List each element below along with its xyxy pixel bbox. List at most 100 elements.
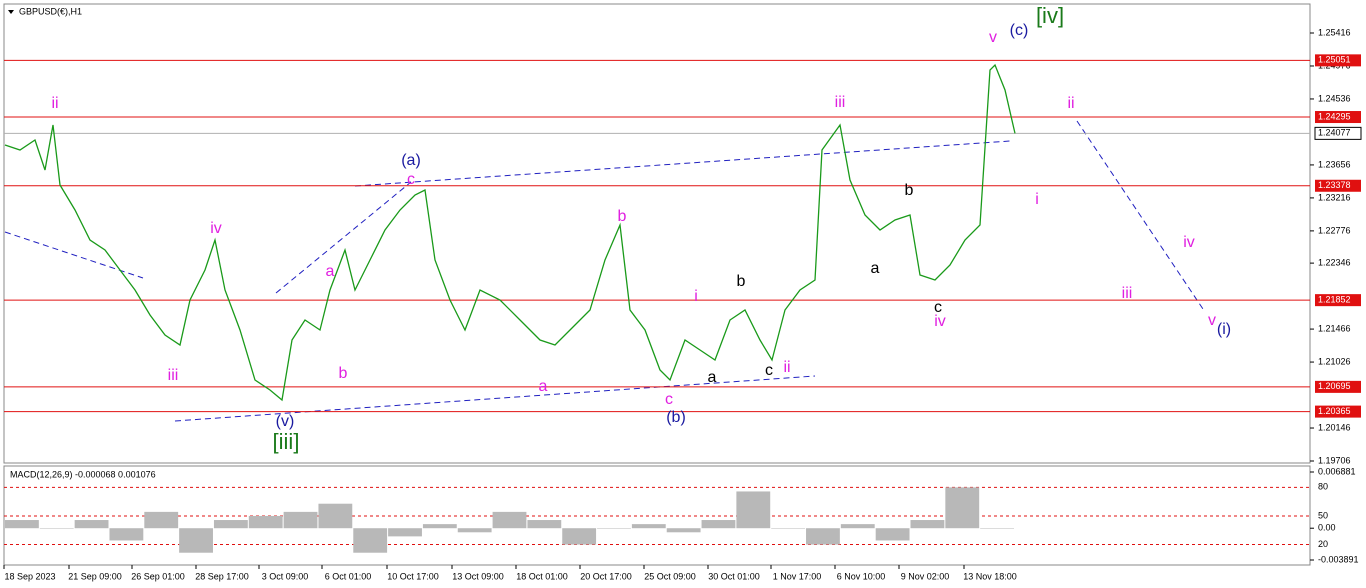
level-label: 1.21852 [1318,295,1351,305]
wave-label: [iii] [273,429,300,454]
macd-bar [109,528,144,541]
wave-label: b [618,208,627,225]
level-tag [1315,179,1361,192]
trend-line [275,181,412,294]
macd-bar [248,515,283,529]
wave-label: i [1035,191,1039,208]
macd-bar [875,528,910,541]
macd-tick-label: 0.006881 [1318,466,1356,476]
x-tick-label: 13 Nov 18:00 [963,571,1017,581]
level-label: 1.20365 [1318,406,1351,416]
macd-bar [910,520,945,529]
wave-label: iv [934,313,946,330]
wave-label: (b) [666,409,686,426]
x-tick-label: 9 Nov 02:00 [901,571,950,581]
y-tick-label: 1.23216 [1318,192,1351,202]
price-line [4,63,1016,402]
wave-label: a [539,378,548,395]
wave-label: a [871,260,880,277]
x-tick-label: 26 Sep 01:00 [131,571,185,581]
y-tick-label: 1.21026 [1318,356,1351,366]
macd-bar [562,528,597,545]
level-label: 1.20695 [1318,381,1351,391]
main-frame [3,3,1311,464]
level-label: 1.23378 [1318,180,1351,190]
level-tag [1315,405,1361,418]
x-tick-label: 20 Oct 17:00 [580,571,632,581]
wave-label: iii [1122,285,1133,302]
macd-bar [631,524,666,529]
macd-bar [39,528,74,529]
x-tick-label: 6 Nov 10:00 [837,571,886,581]
macd-bar [840,524,875,529]
wave-label: i [694,288,698,305]
wave-label: c [665,391,673,408]
wave-label: iv [1183,234,1195,251]
x-tick-label: 21 Sep 09:00 [68,571,122,581]
macd-bar [353,528,388,553]
x-tick-label: 1 Nov 17:00 [773,571,822,581]
x-tick-label: 6 Oct 01:00 [325,571,372,581]
wave-label: b [737,273,746,290]
x-tick-label: 10 Oct 17:00 [387,571,439,581]
y-tick-label: 1.25416 [1318,27,1351,37]
macd-bar [457,528,492,533]
level-tag [1315,380,1361,393]
macd-bar [283,511,318,529]
x-tick-label: 28 Sep 17:00 [195,571,249,581]
wave-label: iv [210,220,222,237]
x-tick-label: 13 Oct 09:00 [452,571,504,581]
macd-tick-label: 0.00 [1318,523,1336,533]
wave-label: (v) [276,413,295,430]
y-tick-label: 1.20146 [1318,422,1351,432]
macd-tick-label: 80 [1318,482,1328,492]
wave-label: v [989,29,997,46]
macd-bar [597,528,631,529]
x-tick-label: 18 Oct 01:00 [516,571,568,581]
wave-label: a [326,263,335,280]
wave-label: b [905,182,914,199]
wave-label: (a) [401,152,421,169]
wave-label: b [339,365,348,382]
wave-label: (c) [1010,22,1029,39]
x-tick-label: 25 Oct 09:00 [644,571,696,581]
menu-arrow[interactable] [8,10,14,14]
macd-bar [74,520,109,529]
macd-bar [527,520,562,529]
macd-tick-label: 20 [1318,539,1328,549]
macd-bar [492,511,527,529]
macd-tick-label: 50 [1318,510,1328,520]
wave-label: (i) [1217,321,1231,338]
macd-bar [318,503,353,529]
wave-label: v [1208,312,1216,329]
x-tick-label: 18 Sep 2023 [4,571,55,581]
level-tag [1315,54,1361,67]
macd-title: MACD(12,26,9) -0.000068 0.001076 [10,469,156,479]
macd-bar [422,524,457,529]
macd-bar [945,487,980,529]
wave-label: [iv] [1036,3,1064,28]
wave-label: a [708,369,717,386]
macd-bar [736,491,771,529]
macd-bar [213,520,248,529]
current-price-tag [1314,126,1362,140]
y-tick-label: 1.21466 [1318,323,1351,333]
macd-bar [5,520,39,529]
symbol-label: GBPUSD(€),H1 [19,6,82,16]
macd-bar [806,528,840,545]
y-tick-label: 1.24536 [1318,93,1351,103]
macd-bar [144,511,179,529]
wave-label: ii [783,359,790,376]
macd-bar [388,528,422,537]
wave-label: ii [51,95,58,112]
y-tick-label: 1.22346 [1318,257,1351,267]
trend-line [1076,120,1206,313]
macd-bar [771,528,806,529]
macd-bar [179,528,213,553]
level-tag [1315,294,1361,307]
wave-label: c [765,362,773,379]
x-tick-label: 30 Oct 01:00 [708,571,760,581]
wave-label: c [934,299,942,316]
